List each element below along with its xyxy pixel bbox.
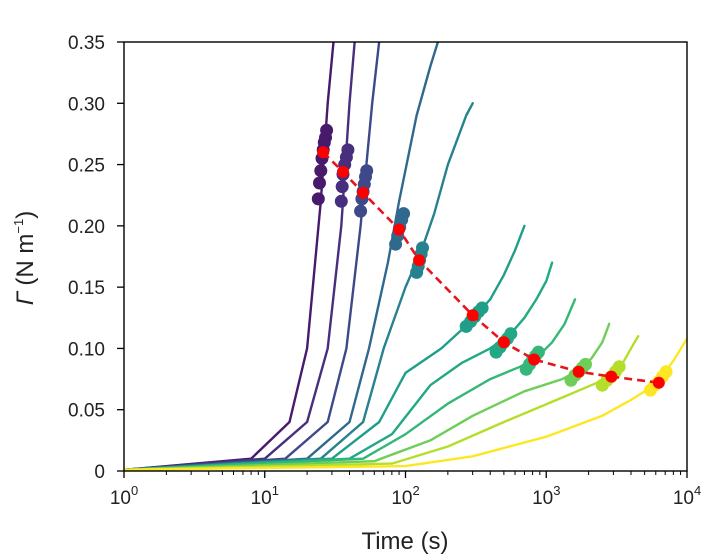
y-tick-label-7: 0.30 bbox=[68, 94, 105, 115]
cluster-point-11-5 bbox=[659, 365, 673, 379]
trend-point-10 bbox=[605, 370, 618, 383]
y-axis-unit-open: (N m bbox=[12, 234, 39, 286]
y-tick-label-6: 0.25 bbox=[68, 156, 105, 177]
x-tick-base-4: 10 bbox=[532, 488, 553, 509]
cluster-point-2-2 bbox=[335, 180, 349, 194]
x-axis-title: Time (s) bbox=[361, 528, 448, 555]
series-line-1 bbox=[124, 42, 335, 471]
cluster-point-7-5 bbox=[504, 327, 518, 341]
x-tick-base-1: 10 bbox=[110, 488, 131, 509]
x-tick-exp-1: 0 bbox=[131, 483, 138, 498]
series-line-8 bbox=[124, 298, 577, 471]
trend-point-3 bbox=[357, 186, 370, 199]
x-tick-label-5: 104 bbox=[673, 483, 701, 509]
series-line-4 bbox=[124, 42, 440, 471]
x-tick-exp-4: 3 bbox=[553, 483, 560, 498]
y-tick-label-2: 0.05 bbox=[68, 401, 105, 422]
cluster-point-3-1 bbox=[354, 204, 368, 218]
y-tick-label-5: 0.20 bbox=[68, 217, 105, 238]
series-line-7 bbox=[124, 261, 554, 471]
trend-point-9 bbox=[572, 365, 585, 378]
series-line-3 bbox=[124, 42, 381, 471]
x-tick-exp-3: 2 bbox=[412, 483, 419, 498]
y-axis-unit-close: ) bbox=[12, 211, 39, 219]
cluster-point-1-8 bbox=[320, 123, 334, 137]
y-axis-title: Γ (N m−1) bbox=[11, 211, 39, 306]
x-tick-label-1: 100 bbox=[110, 483, 138, 509]
trend-point-1 bbox=[317, 146, 330, 159]
trend-point-4 bbox=[393, 223, 406, 236]
x-tick-exp-5: 4 bbox=[694, 483, 701, 498]
series-line-5 bbox=[124, 102, 474, 471]
series-line-6 bbox=[124, 224, 526, 471]
cluster-point-1-2 bbox=[313, 176, 326, 190]
trend-point-8 bbox=[528, 353, 541, 366]
x-tick-label-2: 101 bbox=[251, 483, 279, 509]
x-tick-base-2: 10 bbox=[251, 488, 272, 509]
y-tick-label-4: 0.15 bbox=[68, 278, 105, 299]
y-axis-unit-exp: −1 bbox=[11, 219, 26, 234]
trend-point-2 bbox=[337, 165, 349, 178]
cluster-point-3-6 bbox=[360, 164, 374, 178]
cluster-point-1-3 bbox=[314, 164, 328, 178]
series-line-2 bbox=[124, 42, 356, 471]
cluster-point-5-5 bbox=[416, 241, 429, 255]
trend-point-11 bbox=[652, 376, 665, 389]
x-tick-label-3: 102 bbox=[391, 483, 419, 509]
x-tick-base-5: 10 bbox=[673, 488, 694, 509]
y-axis-symbol: Γ bbox=[12, 290, 39, 305]
y-tick-label-3: 0.10 bbox=[68, 339, 105, 360]
y-tick-label-8: 0.35 bbox=[68, 33, 105, 54]
cluster-point-2-1 bbox=[334, 194, 348, 208]
trend-point-5 bbox=[413, 254, 426, 267]
x-tick-exp-2: 1 bbox=[272, 483, 279, 498]
cluster-point-6-5 bbox=[475, 301, 489, 315]
cluster-point-4-5 bbox=[397, 207, 411, 221]
x-tick-label-4: 103 bbox=[532, 483, 560, 509]
trend-point-6 bbox=[466, 309, 479, 322]
trend-point-7 bbox=[497, 336, 510, 349]
plot-frame bbox=[123, 41, 688, 472]
series-line-10 bbox=[124, 335, 640, 471]
y-tick-label-1: 0 bbox=[94, 462, 105, 483]
x-tick-base-3: 10 bbox=[391, 488, 412, 509]
cluster-point-10-5 bbox=[612, 360, 626, 374]
plot-area bbox=[124, 42, 687, 471]
cluster-point-2-6 bbox=[341, 143, 355, 157]
series-line-9 bbox=[124, 322, 611, 471]
cluster-point-1-1 bbox=[311, 192, 325, 206]
